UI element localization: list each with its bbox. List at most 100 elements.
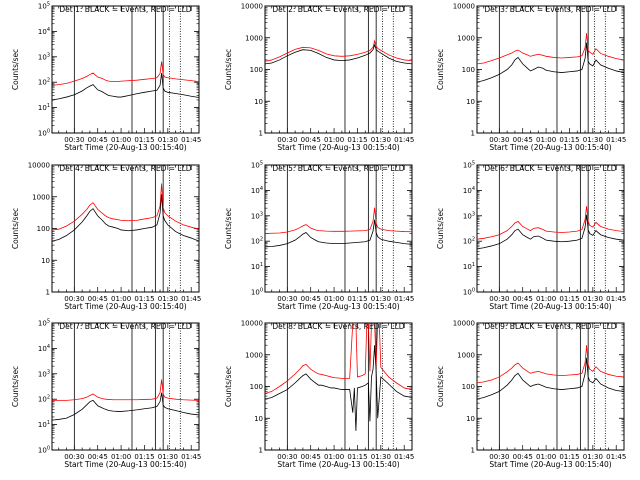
y-tick-label: 102 bbox=[38, 395, 50, 404]
x-tick-label: 01:15 bbox=[559, 136, 579, 144]
series-events-line bbox=[52, 72, 199, 101]
panel-det-1: 100 101 102 103 104 105 00:30 00:45 01:00 01:15 01… bbox=[11, 2, 201, 153]
x-tick-label: 01:00 bbox=[111, 295, 131, 303]
y-tick-label: 10 bbox=[466, 415, 475, 423]
panel-title: Det 2: BLACK = Events, RED = LLD bbox=[272, 5, 404, 14]
series-lld-line bbox=[265, 207, 412, 234]
panel-title: Det 8: BLACK = Events, RED = LLD bbox=[272, 322, 404, 331]
series-events-line bbox=[265, 345, 412, 431]
x-axis-label: Start Time (20-Aug-13 00:15:40) bbox=[64, 302, 186, 311]
y-tick-label: 102 bbox=[463, 237, 475, 246]
y-tick-label: 103 bbox=[38, 369, 50, 378]
x-tick-label: 01:00 bbox=[111, 136, 131, 144]
series-lld-line bbox=[52, 379, 199, 401]
x-tick-label: 01:45 bbox=[181, 136, 201, 144]
x-tick-label: 00:45 bbox=[513, 136, 533, 144]
y-tick-label: 1000 bbox=[457, 34, 475, 42]
x-tick-label: 01:30 bbox=[371, 453, 391, 461]
x-tick-label: 01:30 bbox=[583, 295, 603, 303]
y-axis-label: Counts/sec bbox=[224, 208, 233, 249]
panel-title: Det 9: BLACK = Events, RED = LLD bbox=[484, 322, 616, 331]
x-tick-label: 01:30 bbox=[158, 295, 178, 303]
panel-title: Det 3: BLACK = Events, RED = LLD bbox=[484, 5, 616, 14]
series-events-line bbox=[265, 43, 412, 65]
x-tick-label: 00:30 bbox=[489, 453, 509, 461]
y-tick-label: 100 bbox=[38, 446, 50, 455]
y-tick-label: 10000 bbox=[28, 162, 50, 170]
x-axis-label: Start Time (20-Aug-13 00:15:40) bbox=[277, 302, 399, 311]
x-tick-label: 00:45 bbox=[88, 295, 108, 303]
x-tick-label: 01:30 bbox=[371, 295, 391, 303]
series-events-line bbox=[477, 42, 624, 83]
x-tick-label: 00:45 bbox=[301, 136, 321, 144]
y-tick-label: 101 bbox=[463, 262, 475, 271]
series-events-line bbox=[265, 219, 412, 248]
panel-title: Det 5: BLACK = Events, RED = LLD bbox=[272, 164, 404, 173]
series-lld-line bbox=[477, 33, 624, 65]
panel-title: Det 6: BLACK = Events, RED = LLD bbox=[484, 164, 616, 173]
x-tick-label: 00:45 bbox=[513, 453, 533, 461]
panel-det-9: 1 10 100 1000 10000 00:30 00:45 01:00 01:15 01:30… bbox=[436, 320, 626, 470]
y-tick-label: 104 bbox=[38, 27, 50, 36]
x-tick-label: 01:15 bbox=[134, 136, 154, 144]
plot-frame bbox=[264, 164, 413, 293]
x-axis-label: Start Time (20-Aug-13 00:15:40) bbox=[489, 143, 611, 152]
y-tick-label: 101 bbox=[38, 420, 50, 429]
panel-det-2: 1 10 100 1000 10000 00:30 00:45 01:00 01:15 01:30… bbox=[224, 3, 414, 153]
x-tick-label: 01:30 bbox=[583, 136, 603, 144]
y-tick-label: 1 bbox=[259, 130, 263, 138]
y-tick-label: 10000 bbox=[453, 3, 475, 11]
y-axis-label: Counts/sec bbox=[224, 366, 233, 407]
y-axis-label: Counts/sec bbox=[436, 49, 445, 90]
panel-det-8: 1 10 100 1000 10000 00:30 00:45 01:00 01:15 01:30… bbox=[224, 320, 414, 470]
plot-frame bbox=[51, 322, 200, 451]
series-events-line bbox=[52, 392, 199, 421]
panel-det-5: 100 101 102 103 104 105 00:30 00:45 01:00 01:15 01… bbox=[224, 161, 414, 312]
y-tick-label: 100 bbox=[250, 383, 263, 391]
plot-frame bbox=[51, 5, 200, 134]
x-tick-label: 00:45 bbox=[301, 295, 321, 303]
x-tick-label: 00:30 bbox=[64, 453, 84, 461]
x-tick-label: 01:45 bbox=[394, 136, 414, 144]
x-tick-label: 01:45 bbox=[181, 295, 201, 303]
y-tick-label: 105 bbox=[463, 161, 475, 170]
y-axis-label: Counts/sec bbox=[11, 366, 20, 407]
y-tick-label: 1 bbox=[46, 289, 50, 297]
y-tick-label: 100 bbox=[251, 288, 263, 297]
x-tick-label: 01:15 bbox=[134, 453, 154, 461]
plot-frame bbox=[476, 164, 625, 293]
x-tick-label: 00:30 bbox=[64, 136, 84, 144]
x-tick-label: 00:45 bbox=[88, 453, 108, 461]
y-tick-label: 1000 bbox=[457, 351, 475, 359]
x-tick-label: 01:30 bbox=[158, 453, 178, 461]
x-tick-label: 01:00 bbox=[536, 453, 556, 461]
series-lld-line bbox=[477, 206, 624, 240]
y-axis-label: Counts/sec bbox=[436, 366, 445, 407]
y-tick-label: 100 bbox=[462, 383, 475, 391]
x-tick-label: 01:15 bbox=[559, 453, 579, 461]
x-tick-label: 00:30 bbox=[64, 295, 84, 303]
x-tick-label: 00:30 bbox=[277, 136, 297, 144]
series-events-line bbox=[477, 357, 624, 400]
x-tick-label: 00:45 bbox=[301, 453, 321, 461]
series-lld-line bbox=[52, 183, 199, 231]
series-events-line bbox=[52, 194, 199, 242]
series-lld-line bbox=[477, 345, 624, 384]
x-axis-label: Start Time (20-Aug-13 00:15:40) bbox=[277, 460, 399, 469]
x-tick-label: 01:00 bbox=[324, 295, 344, 303]
x-tick-label: 00:30 bbox=[489, 295, 509, 303]
x-axis-label: Start Time (20-Aug-13 00:15:40) bbox=[64, 143, 186, 152]
panel-det-4: 1 10 100 1000 10000 00:30 00:45 01:00 01:15 01:30… bbox=[11, 162, 201, 312]
y-tick-label: 100 bbox=[462, 66, 475, 74]
y-tick-label: 10000 bbox=[453, 320, 475, 328]
x-tick-label: 00:45 bbox=[513, 295, 533, 303]
series-lld-line bbox=[265, 39, 412, 62]
x-axis-label: Start Time (20-Aug-13 00:15:40) bbox=[64, 460, 186, 469]
x-axis-label: Start Time (20-Aug-13 00:15:40) bbox=[277, 143, 399, 152]
x-tick-label: 01:45 bbox=[394, 453, 414, 461]
y-tick-label: 104 bbox=[251, 186, 263, 195]
panel-title: Det 7: BLACK = Events, RED = LLD bbox=[59, 322, 191, 331]
x-tick-label: 01:15 bbox=[347, 295, 367, 303]
panel-title: Det 4: BLACK = Events, RED = LLD bbox=[59, 164, 191, 173]
x-tick-label: 00:30 bbox=[489, 136, 509, 144]
